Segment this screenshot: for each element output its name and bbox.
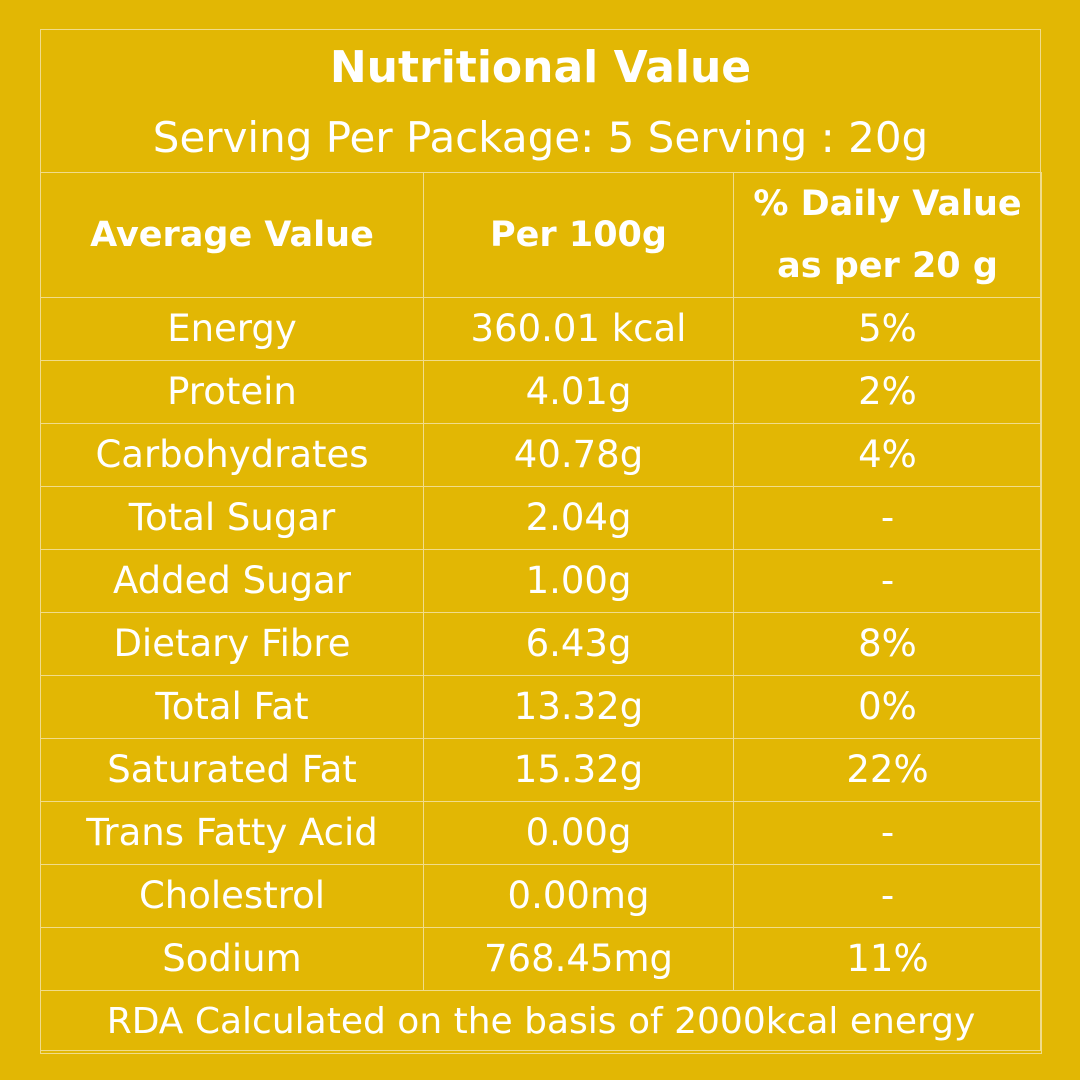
- table-row: Cholestrol 0.00mg -: [40, 864, 1042, 928]
- nutrient-name: Saturated Fat: [40, 738, 424, 802]
- daily-value: 0%: [733, 675, 1042, 739]
- table-row: Trans Fatty Acid 0.00g -: [40, 801, 1042, 865]
- per-100g-value: 0.00mg: [423, 864, 734, 928]
- table-row: Total Fat 13.32g 0%: [40, 675, 1042, 739]
- daily-value: -: [733, 801, 1042, 865]
- nutrition-panel: Nutritional Value Serving Per Package: 5…: [40, 29, 1042, 1054]
- table-row: Energy 360.01 kcal 5%: [40, 297, 1042, 361]
- table-footer-row: RDA Calculated on the basis of 2000kcal …: [40, 990, 1042, 1054]
- serving-info: Serving Per Package: 5 Serving : 20g: [152, 113, 929, 162]
- column-header-daily-value: % Daily Value as per 20 g: [733, 172, 1042, 298]
- per-100g-value: 13.32g: [423, 675, 734, 739]
- nutrient-name: Dietary Fibre: [40, 612, 424, 676]
- daily-value: 8%: [733, 612, 1042, 676]
- per-100g-value: 40.78g: [423, 423, 734, 487]
- nutrient-name: Sodium: [40, 927, 424, 991]
- nutrient-name: Carbohydrates: [40, 423, 424, 487]
- nutrient-name: Energy: [40, 297, 424, 361]
- table-row: Saturated Fat 15.32g 22%: [40, 738, 1042, 802]
- panel-title: Nutritional Value: [329, 42, 752, 93]
- per-100g-value: 4.01g: [423, 360, 734, 424]
- daily-value: -: [733, 486, 1042, 550]
- title-block: Nutritional Value Serving Per Package: 5…: [41, 30, 1040, 173]
- nutrient-name: Protein: [40, 360, 424, 424]
- daily-value: 5%: [733, 297, 1042, 361]
- daily-value: 4%: [733, 423, 1042, 487]
- per-100g-value: 0.00g: [423, 801, 734, 865]
- table-body: Energy 360.01 kcal 5% Protein 4.01g 2% C…: [40, 297, 1042, 1054]
- nutrient-name: Total Sugar: [40, 486, 424, 550]
- daily-value: 11%: [733, 927, 1042, 991]
- column-header-average-value: Average Value: [40, 172, 424, 298]
- table-row: Added Sugar 1.00g -: [40, 549, 1042, 613]
- per-100g-value: 360.01 kcal: [423, 297, 734, 361]
- daily-value: -: [733, 864, 1042, 928]
- daily-value: 22%: [733, 738, 1042, 802]
- nutrient-name: Total Fat: [40, 675, 424, 739]
- column-header-per-100g: Per 100g: [423, 172, 734, 298]
- table-header-row: Average Value Per 100g % Daily Value as …: [40, 172, 1042, 298]
- nutrient-name: Added Sugar: [40, 549, 424, 613]
- per-100g-value: 6.43g: [423, 612, 734, 676]
- table-row: Dietary Fibre 6.43g 8%: [40, 612, 1042, 676]
- table-row: Sodium 768.45mg 11%: [40, 927, 1042, 991]
- daily-value: 2%: [733, 360, 1042, 424]
- per-100g-value: 2.04g: [423, 486, 734, 550]
- per-100g-value: 1.00g: [423, 549, 734, 613]
- table-row: Total Sugar 2.04g -: [40, 486, 1042, 550]
- per-100g-value: 768.45mg: [423, 927, 734, 991]
- nutrient-name: Trans Fatty Acid: [40, 801, 424, 865]
- table-row: Carbohydrates 40.78g 4%: [40, 423, 1042, 487]
- rda-footnote: RDA Calculated on the basis of 2000kcal …: [40, 990, 1042, 1054]
- nutrition-table: Average Value Per 100g % Daily Value as …: [40, 172, 1042, 1054]
- per-100g-value: 15.32g: [423, 738, 734, 802]
- nutrient-name: Cholestrol: [40, 864, 424, 928]
- table-row: Protein 4.01g 2%: [40, 360, 1042, 424]
- daily-value: -: [733, 549, 1042, 613]
